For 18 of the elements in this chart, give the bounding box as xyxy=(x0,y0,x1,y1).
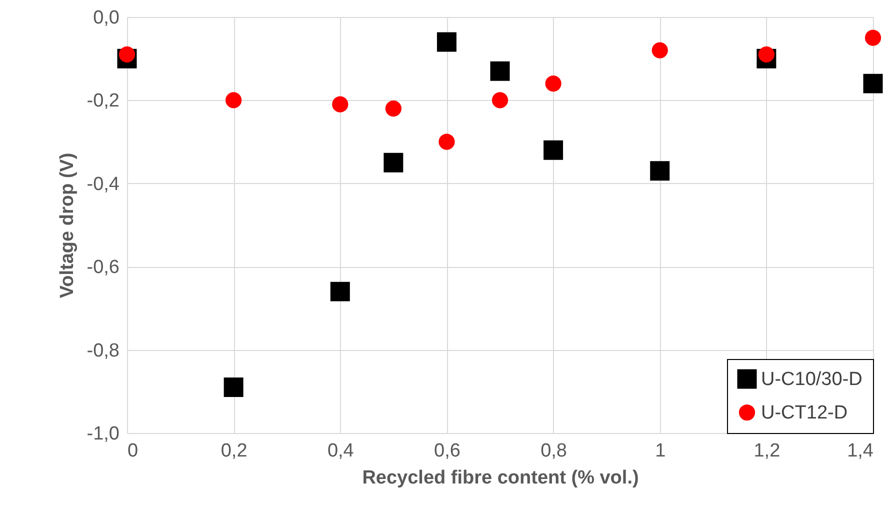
y-tick-label: -1,0 xyxy=(86,424,120,444)
x-tick-label: 1 xyxy=(655,440,666,462)
x-tick-label: 0,2 xyxy=(220,440,248,462)
x-tick-label: 1,2 xyxy=(754,440,780,462)
x-tick-label: 0 xyxy=(128,440,138,462)
x-tick-label: 0,4 xyxy=(327,440,354,462)
x-tick-label: 1,4 xyxy=(847,440,874,462)
x-axis-title: Recycled fibre content (% vol.) xyxy=(362,468,639,488)
y-axis-title: Voltage drop (V) xyxy=(56,152,78,298)
x-tick-label: 0,6 xyxy=(434,440,460,462)
y-tick-label: -0,2 xyxy=(86,90,120,112)
y-tick-label: -0,8 xyxy=(86,340,120,362)
y-tick-label: 0,0 xyxy=(93,8,120,28)
legend-label: U-C10/30-D xyxy=(761,369,862,390)
x-tick-label: 0,8 xyxy=(540,440,567,462)
legend-label: U-CT12-D xyxy=(761,402,848,424)
y-tick-label: -0,4 xyxy=(86,174,120,195)
y-tick-label: -0,6 xyxy=(86,257,120,278)
